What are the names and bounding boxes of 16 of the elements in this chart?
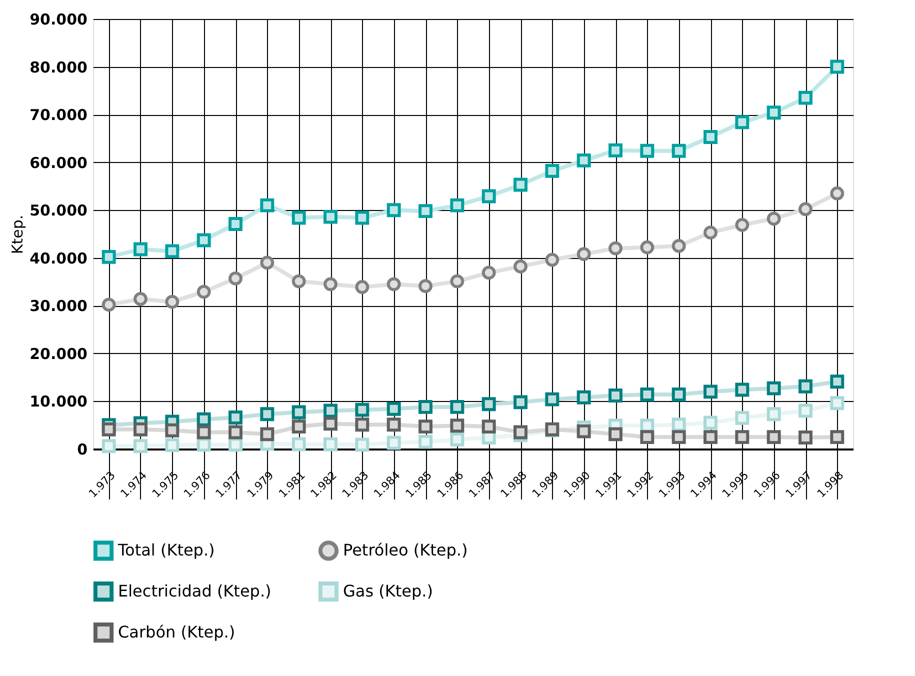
y-tick-label: 70.000 <box>30 106 88 124</box>
y-tick-label: 90.000 <box>30 10 88 28</box>
legend-label: Petróleo (Ktep.) <box>343 540 468 560</box>
y-tick-label: 20.000 <box>30 344 88 363</box>
y-tick-label: 40.000 <box>30 249 88 268</box>
y-tick-label: 30.000 <box>30 297 88 316</box>
y-tick-label: 60.000 <box>30 154 88 172</box>
y-tick-label: 0 <box>77 440 88 458</box>
legend-label: Electricidad (Ktep.) <box>118 582 272 600</box>
legend-label: Total (Ktep.) <box>117 540 215 560</box>
legend-label: Gas (Ktep.) <box>343 582 433 600</box>
y-tick-label: 80.000 <box>30 58 88 76</box>
legend-label: Carbón (Ktep.) <box>118 622 236 642</box>
y-axis-title: Ktep. <box>8 214 27 254</box>
y-tick-label: 50.000 <box>30 202 88 220</box>
y-tick-label: 10.000 <box>30 392 88 411</box>
